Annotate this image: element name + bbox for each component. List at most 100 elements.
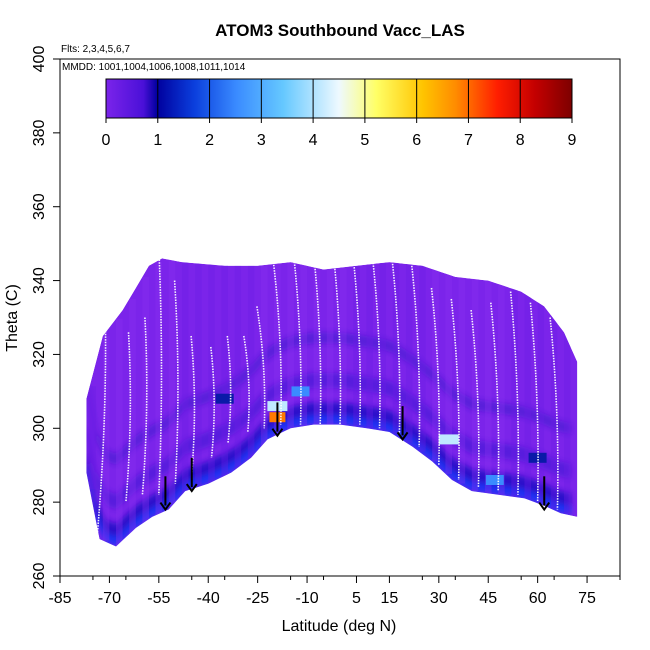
arrow-head xyxy=(538,501,551,512)
column-streak xyxy=(405,264,413,443)
profile-line xyxy=(173,280,179,484)
y-axis-label: Theta (C) xyxy=(4,284,21,352)
column-streak xyxy=(195,263,202,488)
column-streak xyxy=(392,262,400,435)
y-tick-label: 280 xyxy=(31,489,48,516)
profile-line xyxy=(272,262,282,425)
column-streak xyxy=(445,273,452,474)
column-streak xyxy=(458,277,466,484)
flights-note: Flts: 2,3,4,5,6,7 xyxy=(61,44,130,55)
x-tick-label: -10 xyxy=(295,590,318,607)
column-streak xyxy=(471,278,479,491)
x-tick-label: -85 xyxy=(48,590,71,607)
y-tick-label: 360 xyxy=(31,193,48,220)
column-streak xyxy=(208,264,215,484)
arrow-head xyxy=(159,501,172,512)
arrow-mark xyxy=(396,406,409,442)
y-tick-label: 400 xyxy=(31,46,48,73)
arrows xyxy=(159,402,551,512)
column-streak xyxy=(155,262,163,516)
column-streak xyxy=(511,288,518,497)
x-tick-label: -40 xyxy=(197,590,220,607)
colorbar-tick-label: 4 xyxy=(309,132,318,149)
arrow-mark xyxy=(538,476,551,512)
profile-line xyxy=(529,302,539,503)
column-streak xyxy=(300,264,308,427)
profile-line xyxy=(450,298,460,481)
column-streak xyxy=(353,266,360,427)
column-streak xyxy=(142,276,149,524)
colorbar-tick-label: 9 xyxy=(568,132,577,149)
column-streak xyxy=(550,315,558,509)
y-tick-label: 380 xyxy=(31,119,48,146)
y-tick-label: 260 xyxy=(31,563,48,590)
profile-line xyxy=(157,232,163,495)
column-streak xyxy=(498,283,505,495)
field-bands xyxy=(86,332,571,547)
plot-frame xyxy=(59,58,621,577)
x-tick-label: 30 xyxy=(430,590,448,607)
x-tick-label: 45 xyxy=(479,590,497,607)
column-streak xyxy=(326,269,334,425)
column-streak xyxy=(379,263,387,431)
arrow-head xyxy=(396,431,409,442)
column-streak xyxy=(340,267,347,425)
y-tick-label: 300 xyxy=(31,415,48,442)
colorbar-tick-label: 5 xyxy=(360,132,369,149)
x-tick-label: 15 xyxy=(381,590,399,607)
high-value-patch xyxy=(438,434,459,445)
column-streak xyxy=(432,269,439,462)
profile-line xyxy=(95,317,107,547)
profile-line xyxy=(190,335,196,473)
field-stripes xyxy=(89,259,578,547)
colorbar: 0 1 2 3 4 5 6 7 8 9 xyxy=(102,78,577,149)
column-streak xyxy=(247,265,255,461)
profile-line xyxy=(243,335,250,433)
arrow-head xyxy=(185,483,198,493)
profile-line xyxy=(411,265,421,447)
high-value-patch xyxy=(485,475,504,485)
column-streak xyxy=(260,265,268,447)
column-streak xyxy=(102,336,110,541)
column-streak xyxy=(524,293,532,499)
profile-line xyxy=(371,254,381,429)
column-streak xyxy=(181,262,189,495)
mid-band xyxy=(86,372,571,510)
column-streak xyxy=(537,302,545,504)
arrow-head xyxy=(271,428,284,438)
y-tick-label: 340 xyxy=(31,267,48,294)
colorbar-tick-label: 1 xyxy=(153,132,162,149)
arrow-mark xyxy=(271,402,284,438)
column-streak xyxy=(89,386,97,490)
column-streak xyxy=(484,280,492,493)
colorbar-tick-label: 3 xyxy=(257,132,266,149)
profile-line xyxy=(210,346,215,458)
column-streak xyxy=(274,264,281,437)
y-axis: 260 280 300 320 340 360 380 400 xyxy=(31,46,60,590)
flight-profiles xyxy=(95,232,559,547)
profile-line xyxy=(226,335,232,444)
profile-line xyxy=(351,250,362,425)
colorbar-gradient xyxy=(105,78,573,119)
column-streak xyxy=(577,361,578,517)
profile-line xyxy=(549,317,559,510)
boundary-band xyxy=(86,402,571,547)
colorbar-tick-label: 2 xyxy=(205,132,214,149)
x-tick-label: 5 xyxy=(352,590,361,607)
heatmap-field xyxy=(86,232,578,547)
profile-line xyxy=(490,302,500,492)
colorbar-ticks: 0 1 2 3 4 5 6 7 8 9 xyxy=(102,79,577,149)
high-value-patch xyxy=(215,393,234,404)
arrow-mark xyxy=(159,476,172,512)
column-streak xyxy=(116,318,123,547)
colorbar-tick-label: 0 xyxy=(102,132,111,149)
x-tick-label: -55 xyxy=(147,590,170,607)
column-streak xyxy=(366,264,373,429)
colorbar-tick-label: 8 xyxy=(516,132,525,149)
x-tick-label: 60 xyxy=(529,590,547,607)
profile-line xyxy=(256,306,266,429)
arrow-mark xyxy=(185,457,198,493)
column-streak xyxy=(564,332,571,514)
column-streak xyxy=(168,259,176,510)
